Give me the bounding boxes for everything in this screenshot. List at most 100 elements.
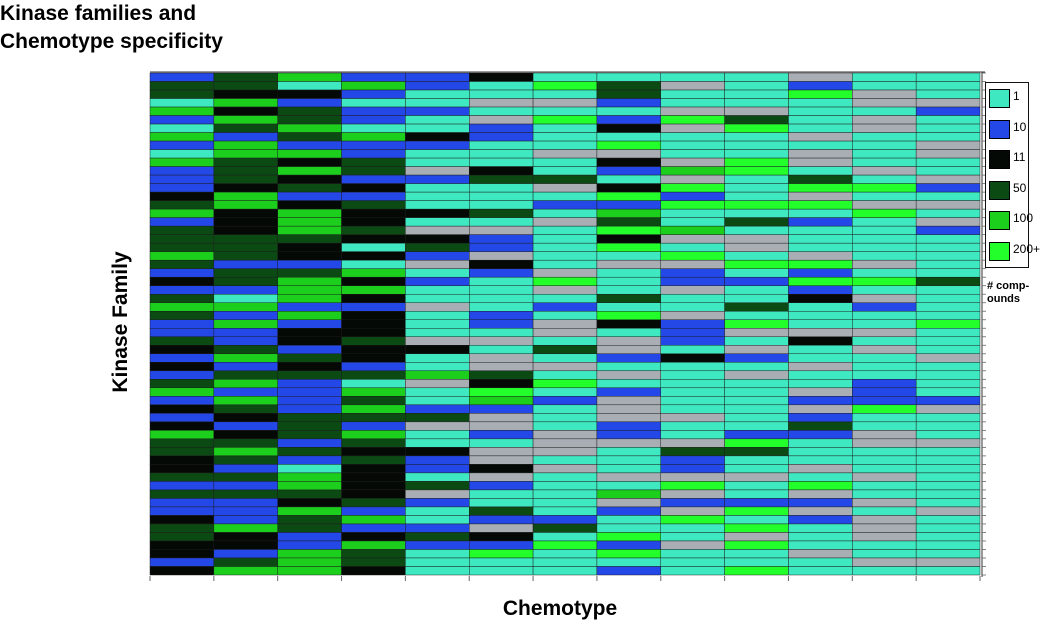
heatmap-cell [596,336,661,346]
heatmap-cell [149,447,215,457]
heatmap-cell [469,464,534,474]
heatmap-cell [469,481,534,491]
heatmap-cell [469,328,534,337]
heatmap-cell [149,89,215,99]
heatmap-cell [660,447,725,457]
heatmap-cell [915,149,981,159]
heatmap-cell [852,293,917,303]
heatmap-cell [724,345,789,355]
heatmap-cell [660,217,725,227]
heatmap-cell [724,549,789,559]
heatmap-cell [596,183,661,193]
heatmap-cell [532,311,598,320]
heatmap-cell [469,413,534,423]
heatmap-cell [724,132,789,142]
heatmap-cell [724,566,789,576]
heatmap-cell [660,464,725,474]
heatmap-cell [277,370,342,380]
heatmap-cell [596,259,661,269]
heatmap-cell [596,106,661,116]
heatmap-cell [341,464,406,474]
heatmap-cell [405,489,470,499]
heatmap-cell [149,472,215,482]
heatmap-cell [149,353,215,363]
heatmap-cell [341,191,406,201]
heatmap-cell [660,455,725,465]
heatmap-cell [596,353,661,363]
heatmap-cell [277,447,342,457]
heatmap-cell [532,345,598,355]
heatmap-cell [788,251,853,261]
heatmap-cell [852,447,917,457]
heatmap-cell [596,89,661,99]
heatmap-cell [788,421,853,431]
heatmap-cell [788,362,853,372]
heatmap-cell [660,285,725,295]
heatmap-cell [660,208,725,218]
heatmap-cell [469,149,534,159]
heatmap-cell [149,140,215,150]
heatmap-cell [852,302,917,312]
heatmap-cell [213,396,278,406]
heatmap-cell [852,557,917,567]
heatmap-cell [277,515,342,525]
heatmap-cell [277,242,342,252]
heatmap-cell [660,293,725,303]
heatmap-cell [660,523,725,533]
heatmap-cell [852,472,917,482]
heatmap-cell [341,200,406,210]
legend-swatch [989,241,1010,261]
heatmap-cell [852,498,917,508]
heatmap-cell [469,123,534,133]
heatmap-cell [852,268,917,278]
heatmap-cell [532,81,598,91]
heatmap-cell [532,515,598,525]
heatmap-cell [532,472,598,482]
heatmap-cell [915,362,981,372]
heatmap-cell [788,489,853,499]
heatmap-cell [852,81,917,91]
heatmap-cell [532,328,598,337]
heatmap-cell [469,225,534,235]
heatmap-cell [149,191,215,201]
heatmap-cell [213,472,278,482]
heatmap-cell [596,328,661,337]
heatmap-cell [852,311,917,320]
heatmap-cell [341,532,406,542]
heatmap-cell [469,183,534,193]
heatmap-cell [213,276,278,286]
heatmap-cell [788,472,853,482]
heatmap-cell [596,489,661,499]
heatmap-cell [852,115,917,125]
heatmap-cell [149,234,215,244]
heatmap-cell [213,557,278,567]
heatmap-cell [341,455,406,465]
heatmap-cell [149,276,215,286]
heatmap-cell [915,345,981,355]
heatmap-cell [213,498,278,508]
heatmap-cell [277,191,342,201]
heatmap-cell [852,353,917,363]
heatmap-cell [277,557,342,567]
heatmap-cell [405,217,470,227]
heatmap-cell [660,498,725,508]
heatmap-cell [469,217,534,227]
heatmap-cell [277,413,342,423]
heatmap-cell [149,208,215,218]
heatmap-cell [469,345,534,355]
heatmap-cell [213,353,278,363]
heatmap-cell [724,413,789,423]
legend: 1 10 11 50 100 200+ [985,82,1040,268]
heatmap-cell [277,285,342,295]
heatmap-cell [596,242,661,252]
heatmap-cell [724,285,789,295]
heatmap-cell [724,115,789,125]
heatmap-cell [788,506,853,516]
heatmap-cell [149,157,215,167]
heatmap-cell [469,421,534,431]
heatmap-cell [277,455,342,465]
heatmap-cell [277,200,342,210]
heatmap-cell [852,413,917,423]
heatmap-cell [660,379,725,389]
heatmap-cell [596,157,661,167]
